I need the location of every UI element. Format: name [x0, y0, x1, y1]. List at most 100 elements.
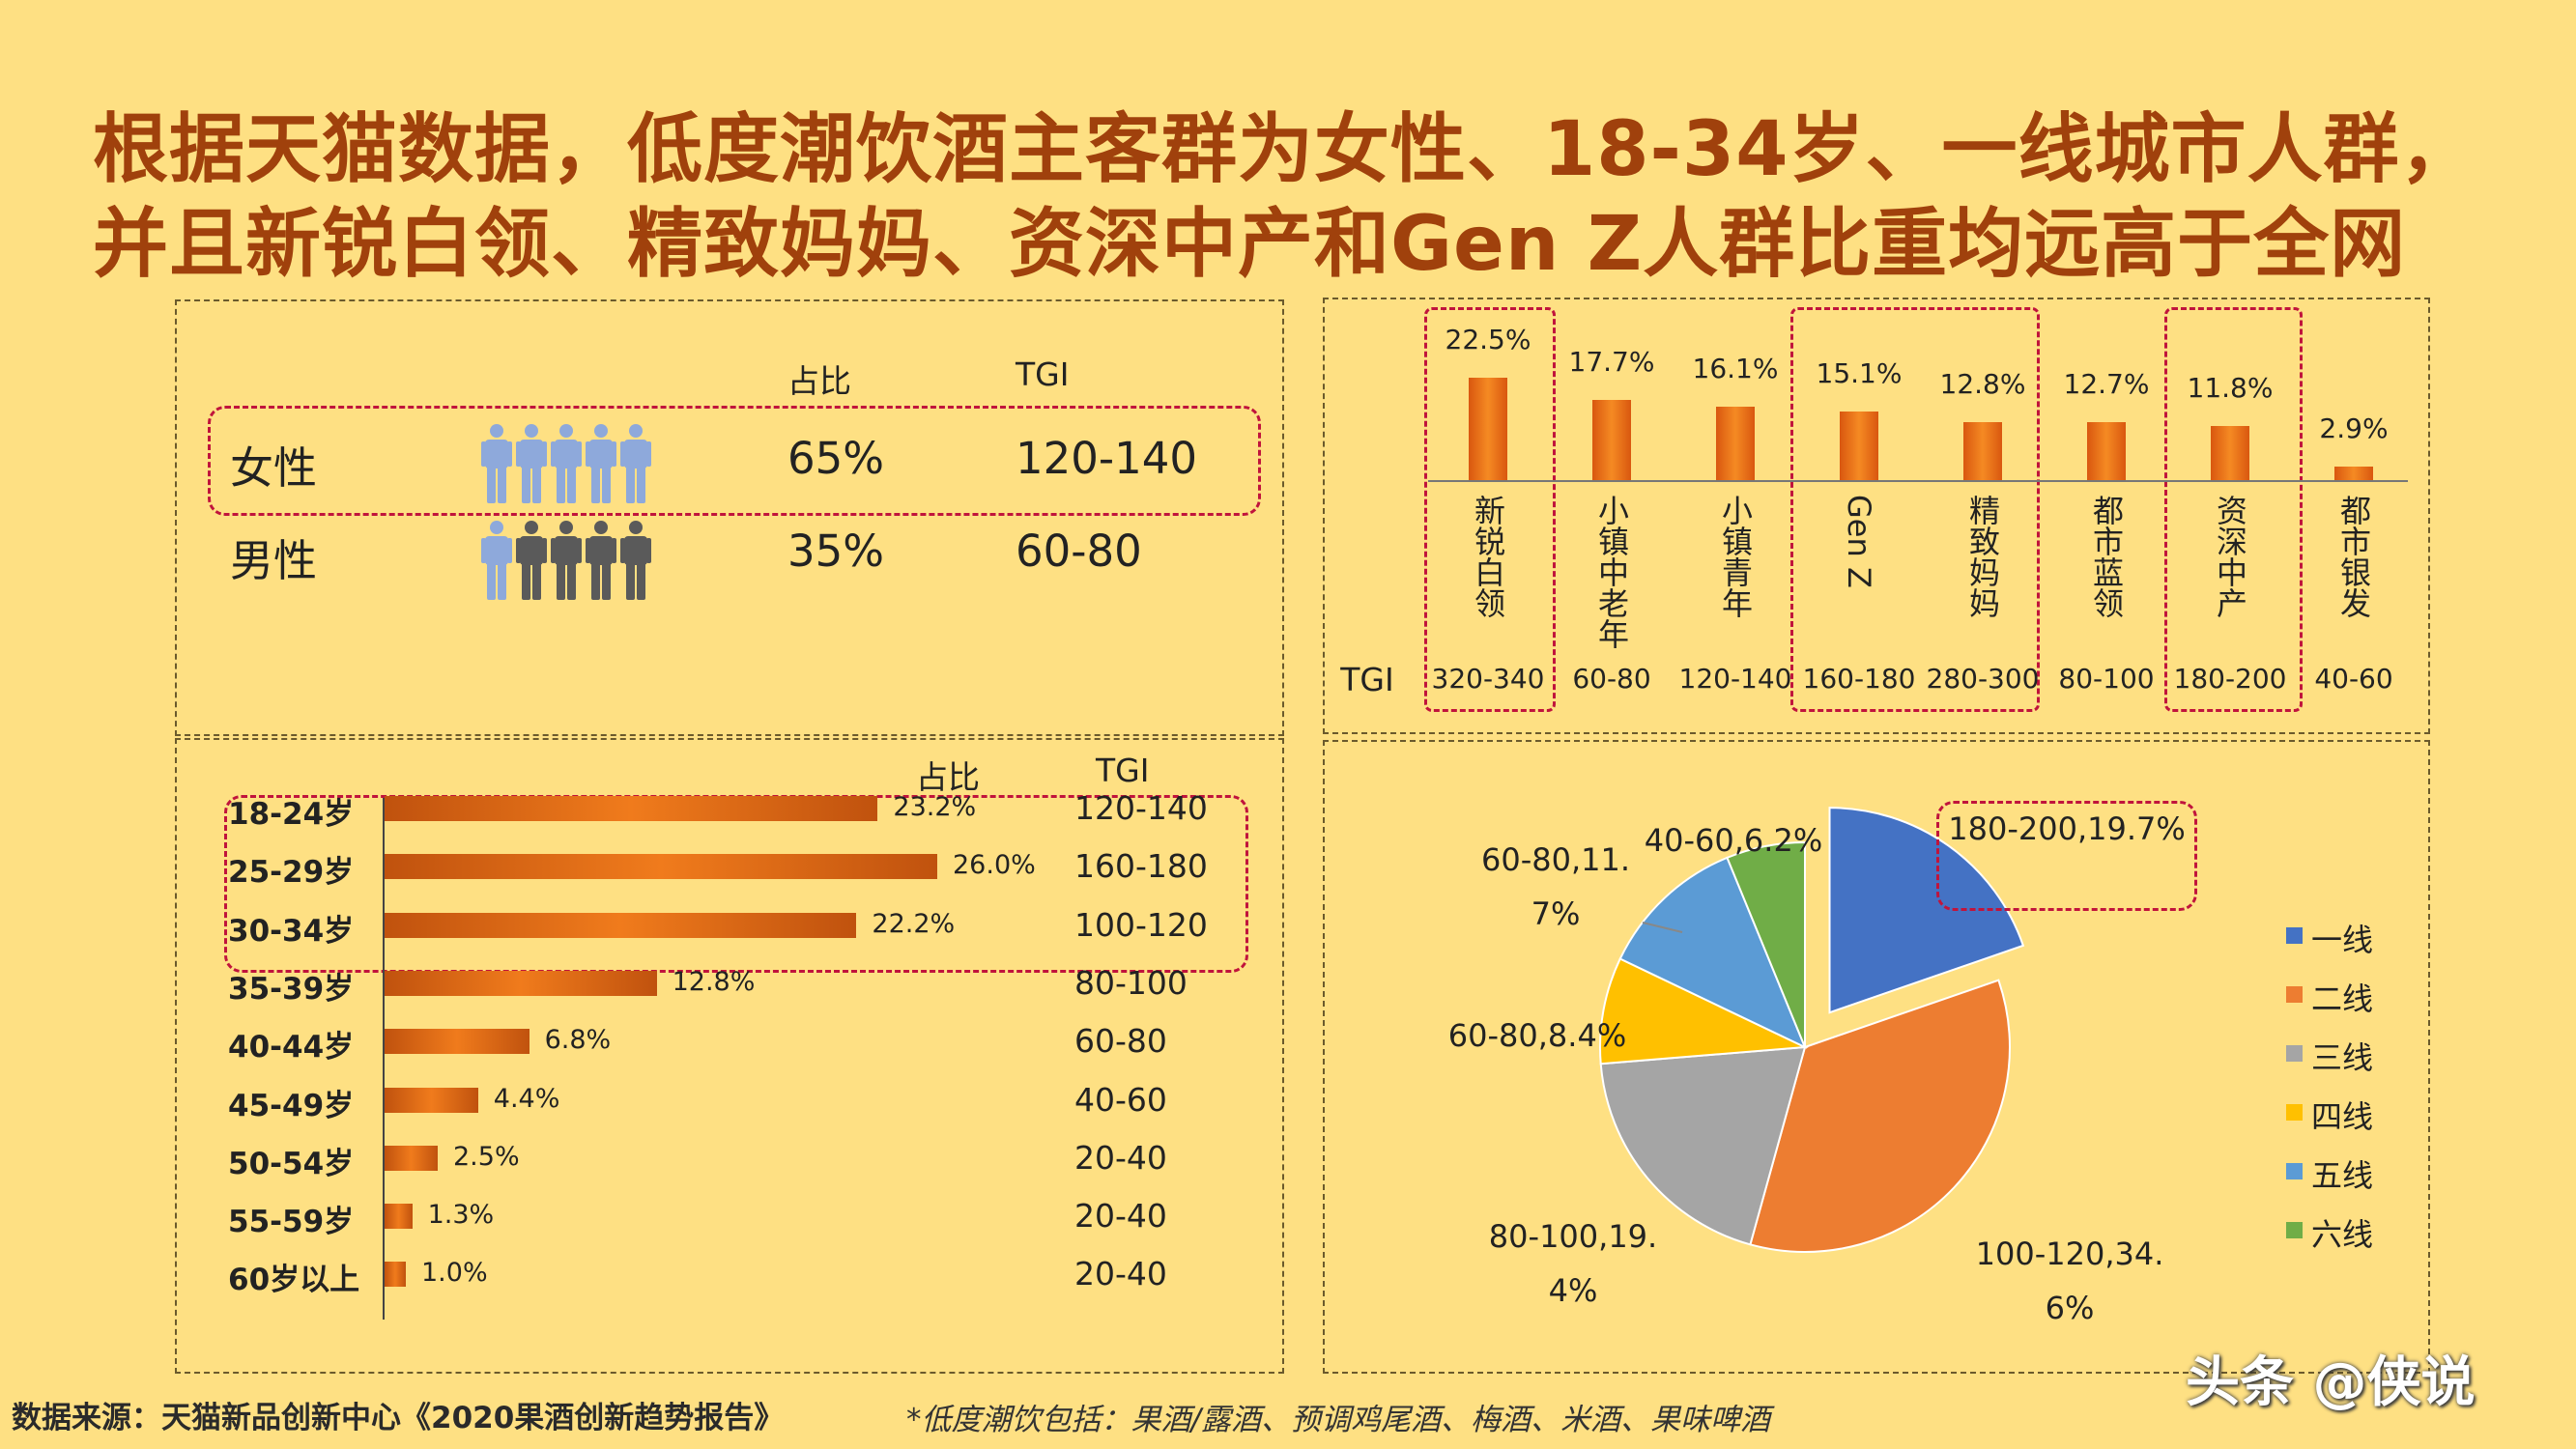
legend-label: 六线	[2311, 1216, 2374, 1253]
age-label: 40-44岁	[228, 1030, 355, 1065]
segment-tgi-value: 80-100	[2058, 663, 2155, 695]
scope-footnote: *低度潮饮包括：果酒/露酒、预调鸡尾酒、梅酒、米酒、果味啤酒	[906, 1403, 1770, 1437]
age-tgi-value: 20-40	[1074, 1138, 1167, 1177]
segment-category-label: Gen Z	[1841, 495, 1877, 588]
age-label: 55-59岁	[228, 1205, 355, 1240]
segment-tgi-value: 40-60	[2314, 663, 2393, 695]
male-person-icon	[481, 520, 512, 601]
age-bar	[385, 970, 657, 996]
age-bar-value: 26.0%	[953, 850, 1036, 881]
gender-share-header: 占比	[787, 362, 851, 400]
age-bar-value: 2.5%	[453, 1141, 520, 1172]
segment-category-label: 资深中产	[2212, 495, 2248, 618]
legend-label: 五线	[2311, 1157, 2374, 1194]
female-highlight	[208, 406, 1261, 516]
age-label: 50-54岁	[228, 1146, 355, 1181]
segment-bar-value: 11.8%	[2187, 372, 2274, 405]
gender-share-female: 65%	[787, 433, 885, 484]
segment-bar	[1469, 378, 1507, 480]
segment-tgi-value: 120-140	[1678, 663, 1792, 695]
pie-slice-六线	[1726, 840, 1806, 1048]
segment-bar	[2087, 422, 2126, 480]
segment-highlight-genz-mama	[1790, 307, 2040, 712]
age-tgi-value: 100-120	[1074, 905, 1208, 944]
age-label: 18-24岁	[228, 797, 355, 832]
segment-category-label: 都市银发	[2335, 495, 2372, 618]
segment-category-label: 精致妈妈	[1964, 495, 2001, 618]
female-person-icon	[620, 423, 651, 504]
pie-data-label: 180-200,19.7%	[1948, 810, 2186, 847]
segment-bar	[1840, 411, 1878, 480]
age-bar	[385, 1204, 413, 1230]
segment-tgi-value: 160-180	[1802, 663, 1916, 695]
pie-slice-二线	[1749, 979, 2011, 1253]
gender-tgi-female: 120-140	[1016, 433, 1198, 484]
page-title-line-1: 根据天猫数据，低度潮饮酒主客群为女性、18-34岁、一线城市人群，	[93, 106, 2476, 193]
age-tgi-value: 20-40	[1074, 1255, 1167, 1293]
pie-slice-一线	[1828, 807, 2025, 1014]
segment-highlight-zishen	[2164, 307, 2303, 712]
page-title-line-2: 并且新锐白领、精致妈妈、资深中产和Gen Z人群比重均远高于全网	[93, 201, 2407, 288]
pie-data-label: 100-120,34.6%	[1975, 1236, 2164, 1326]
male-people-icons	[481, 520, 665, 607]
age-bar	[385, 1145, 438, 1171]
age-tgi-value: 80-100	[1074, 963, 1188, 1002]
legend-swatch	[2286, 1104, 2303, 1121]
segment-category-label: 都市蓝领	[2088, 495, 2125, 618]
gender-panel	[175, 299, 1284, 736]
segment-category-label: 小镇青年	[1717, 495, 1754, 618]
pie-slice-四线	[1599, 957, 1809, 1065]
watermark: 头条 @侠说	[2186, 1351, 2476, 1414]
gender-label-female: 女性	[230, 442, 318, 494]
legend-swatch	[2286, 1045, 2303, 1062]
segment-baseline	[1428, 480, 2408, 482]
segment-panel	[1323, 298, 2430, 734]
age-bar-value: 6.8%	[544, 1025, 612, 1056]
segment-tgi-label: TGI	[1340, 661, 1394, 698]
male-person-icon	[586, 520, 616, 601]
legend-label: 二线	[2311, 980, 2374, 1017]
legend-swatch	[2286, 1222, 2303, 1238]
age-bar-value: 1.3%	[427, 1200, 495, 1231]
pie-slice-五线	[1618, 856, 1807, 1050]
age-label: 30-34岁	[228, 913, 355, 949]
segment-tgi-value: 320-340	[1431, 663, 1545, 695]
age-tgi-value: 40-60	[1074, 1080, 1167, 1119]
city-panel	[1323, 740, 2430, 1374]
segment-highlight-xinrui	[1424, 307, 1556, 712]
segment-tgi-value: 180-200	[2173, 663, 2287, 695]
data-source-note: 数据来源：天猫新品创新中心《2020果酒创新趋势报告》	[12, 1401, 785, 1435]
age-label: 45-49岁	[228, 1088, 355, 1123]
segment-bar	[1963, 421, 2002, 480]
segment-bar-value: 16.1%	[1692, 353, 1779, 385]
age-bar-value: 4.4%	[493, 1083, 560, 1114]
age-share-header: 占比	[916, 758, 980, 796]
pie-slice-三线	[1599, 1045, 1807, 1246]
segment-tgi-value: 60-80	[1572, 663, 1651, 695]
age-tgi-value: 120-140	[1074, 789, 1208, 827]
legend-swatch	[2286, 986, 2303, 1003]
age-bar-value: 23.2%	[893, 792, 977, 822]
segment-category-label: 新锐白领	[1470, 495, 1506, 618]
segment-bar-value: 2.9%	[2319, 412, 2389, 445]
male-person-icon	[620, 520, 651, 601]
pie-data-label: 80-100,19.4%	[1488, 1218, 1658, 1309]
segment-tgi-value: 280-300	[1926, 663, 2040, 695]
female-person-icon	[586, 423, 616, 504]
segment-bar	[1716, 407, 1755, 480]
segment-bar-value: 12.8%	[1939, 367, 2026, 400]
age-bar	[385, 796, 878, 821]
segment-bar-value: 15.1%	[1816, 356, 1903, 389]
age-label: 25-29岁	[228, 855, 355, 891]
age-bar	[385, 1262, 406, 1288]
age-bar-value: 1.0%	[421, 1258, 488, 1289]
segment-bar-value: 17.7%	[1568, 345, 1655, 378]
legend-label: 一线	[2311, 922, 2374, 958]
gender-share-male: 35%	[787, 526, 885, 577]
segment-category-label: 小镇中老年	[1593, 495, 1630, 649]
pie-data-label: 60-80,11.7%	[1480, 841, 1631, 932]
tier1-label-highlight	[1936, 801, 2197, 911]
age-bar	[385, 854, 937, 880]
age-bar	[385, 1087, 478, 1113]
